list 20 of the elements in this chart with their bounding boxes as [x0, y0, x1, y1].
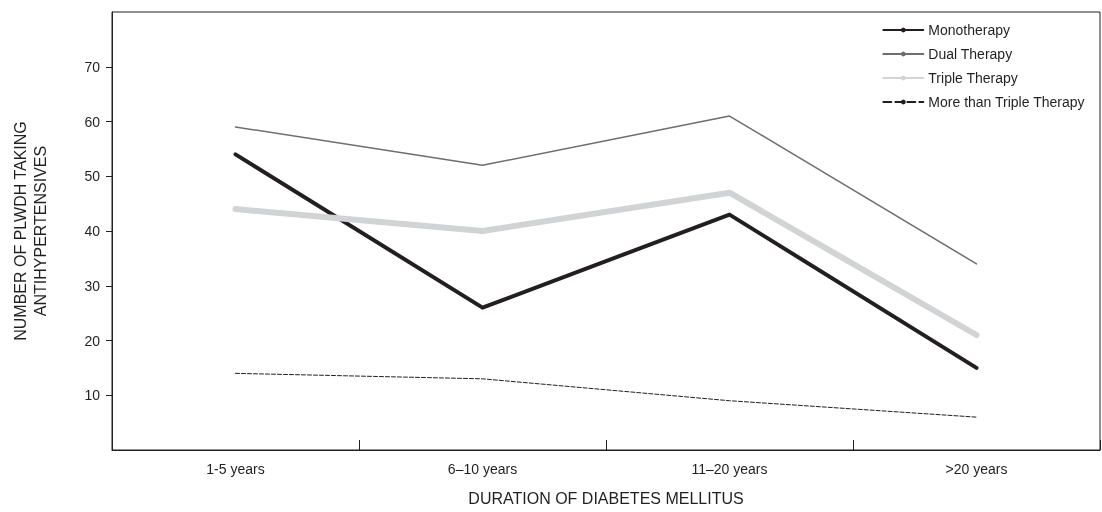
x-axis-title: DURATION OF DIABETES MELLITUS [468, 489, 744, 507]
y-tick-label: 60 [84, 113, 101, 130]
y-tick-label: 40 [84, 223, 101, 239]
y-tick-label: 10 [84, 387, 101, 404]
line-series [235, 372, 977, 418]
x-tick-label: 1-5 years [206, 461, 265, 477]
y-axis-title: NUMBER OF PLWDH TAKING ANTIHYPERTENSIVES [11, 121, 49, 341]
y-tick-label: 20 [84, 332, 101, 349]
line-series [234, 115, 978, 265]
x-tick-label: 11–20 years [691, 461, 768, 477]
legend-label: Monotherapy [928, 22, 1011, 38]
x-tick-label: >20 years [945, 461, 1008, 477]
y-tick-label: 30 [84, 277, 101, 294]
y-tick-label: 50 [84, 168, 101, 185]
legend-label: Dual Therapy [928, 46, 1013, 62]
y-tick-label: 70 [84, 58, 101, 75]
line-series [233, 152, 979, 370]
legend-label: More than Triple Therapy [928, 94, 1085, 110]
legend-label: Triple Therapy [928, 70, 1018, 86]
x-tick-label: 6–10 years [447, 461, 518, 477]
